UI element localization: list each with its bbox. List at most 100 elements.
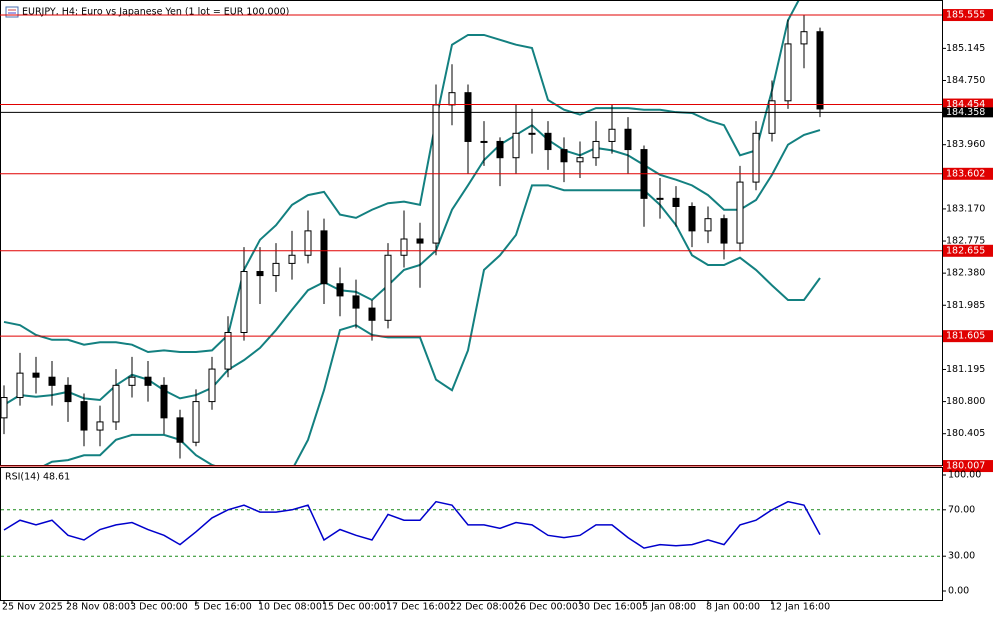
candle-body bbox=[336, 283, 344, 297]
candle-body bbox=[720, 218, 728, 244]
y-tick-label: 182.380 bbox=[946, 268, 985, 279]
candle-body bbox=[784, 43, 792, 102]
level-label-bg bbox=[943, 460, 993, 473]
candle-body bbox=[208, 368, 216, 403]
x-tick-label: 28 Nov 08:00 bbox=[66, 602, 130, 613]
candle-body bbox=[16, 372, 24, 399]
x-tick-label: 3 Dec 00:00 bbox=[130, 602, 188, 613]
candle-body bbox=[256, 271, 264, 277]
y-tick-label: 181.985 bbox=[946, 300, 985, 311]
plot-area bbox=[1, 1, 824, 465]
y-tick-label: 30.00 bbox=[948, 551, 975, 562]
candle-body bbox=[384, 254, 392, 321]
y-tick-label: 0.00 bbox=[948, 586, 969, 597]
candle-body bbox=[176, 417, 184, 443]
bollinger-middle bbox=[3, 123, 821, 406]
candle-body bbox=[768, 100, 776, 134]
candle-body bbox=[112, 384, 120, 423]
candle-body bbox=[624, 128, 632, 151]
x-tick-label: 30 Dec 16:00 bbox=[578, 602, 642, 613]
y-tick-label: 184.750 bbox=[946, 75, 985, 86]
level-label: 185.555 bbox=[946, 10, 985, 21]
candle-body bbox=[304, 230, 312, 256]
x-tick-label: 25 Nov 2025 bbox=[2, 602, 63, 613]
x-tick-label: 8 Jan 00:00 bbox=[706, 602, 760, 613]
candle-body bbox=[480, 140, 488, 143]
candle-body bbox=[576, 157, 584, 163]
candle-body bbox=[80, 401, 88, 431]
level-label-bg bbox=[943, 167, 993, 180]
candle-body bbox=[288, 254, 296, 264]
candle-body bbox=[192, 401, 200, 443]
candle-body bbox=[1, 397, 8, 419]
level-label: 184.454 bbox=[946, 99, 985, 110]
candle-body bbox=[496, 140, 504, 159]
y-tick-label: 185.145 bbox=[946, 43, 985, 54]
candle-body bbox=[816, 31, 824, 110]
level-label-bg bbox=[943, 244, 993, 257]
candle-body bbox=[32, 372, 40, 378]
candle-body bbox=[416, 238, 424, 244]
candle-body bbox=[592, 140, 600, 159]
candle-body bbox=[272, 262, 280, 277]
level-label-bg bbox=[943, 330, 993, 343]
x-tick-label: 17 Dec 16:00 bbox=[386, 602, 450, 613]
y-tick-label: 181.195 bbox=[946, 364, 985, 375]
candle-body bbox=[800, 31, 808, 45]
x-tick-label: 5 Jan 08:00 bbox=[642, 602, 696, 613]
candle-body bbox=[128, 376, 136, 386]
candle-body bbox=[752, 132, 760, 183]
chart-icon bbox=[5, 6, 19, 18]
candle-body bbox=[528, 132, 536, 135]
candle-body bbox=[560, 149, 568, 163]
candle-body bbox=[96, 421, 104, 431]
current-price-bg bbox=[943, 107, 993, 118]
rsi-line bbox=[3, 500, 821, 549]
level-label: 181.605 bbox=[946, 331, 985, 342]
y-tick-label: 182.775 bbox=[946, 236, 985, 247]
candle-body bbox=[240, 271, 248, 333]
bollinger-upper bbox=[3, 1, 800, 354]
candle-body bbox=[736, 181, 744, 244]
candle-body bbox=[672, 197, 680, 207]
candle-body bbox=[688, 205, 696, 232]
y-tick-label: 100.00 bbox=[948, 470, 981, 481]
candle-body bbox=[608, 128, 616, 142]
y-tick-label: 180.800 bbox=[946, 396, 985, 407]
level-label: 183.602 bbox=[946, 168, 985, 179]
y-tick-label: 183.170 bbox=[946, 203, 985, 214]
rsi-frame bbox=[0, 467, 943, 601]
x-tick-label: 12 Jan 16:00 bbox=[770, 602, 830, 613]
candle-body bbox=[160, 384, 168, 419]
rsi-title: RSI(14) 48.61 bbox=[5, 472, 70, 483]
x-tick-label: 22 Dec 08:00 bbox=[450, 602, 514, 613]
candle-body bbox=[368, 307, 376, 321]
candle-body bbox=[320, 230, 328, 285]
level-label-bg bbox=[943, 9, 993, 22]
level-label: 182.655 bbox=[946, 245, 985, 256]
x-tick-label: 5 Dec 16:00 bbox=[194, 602, 252, 613]
y-tick-label: 70.00 bbox=[948, 504, 975, 515]
y-tick-label: 183.960 bbox=[946, 139, 985, 150]
level-label: 180.007 bbox=[946, 461, 985, 472]
price-frame bbox=[0, 0, 943, 466]
candle-body bbox=[224, 331, 232, 370]
candle-body bbox=[704, 218, 712, 232]
chart-title: EURJPY, H4: Euro vs Japanese Yen (1 lot … bbox=[22, 7, 289, 18]
candle-body bbox=[544, 132, 552, 151]
candle-body bbox=[352, 295, 360, 309]
candle-body bbox=[448, 92, 456, 106]
candle-body bbox=[400, 238, 408, 256]
x-tick-label: 26 Dec 00:00 bbox=[514, 602, 578, 613]
y-tick-label: 180.405 bbox=[946, 428, 985, 439]
bollinger-lower bbox=[43, 184, 821, 465]
candle-body bbox=[64, 384, 72, 403]
x-tick-label: 15 Dec 00:00 bbox=[322, 602, 386, 613]
candle-body bbox=[656, 197, 664, 200]
x-tick-label: 10 Dec 08:00 bbox=[258, 602, 322, 613]
current-price-label: 184.358 bbox=[946, 107, 985, 118]
candle-body bbox=[464, 92, 472, 142]
candle-body bbox=[512, 132, 520, 159]
